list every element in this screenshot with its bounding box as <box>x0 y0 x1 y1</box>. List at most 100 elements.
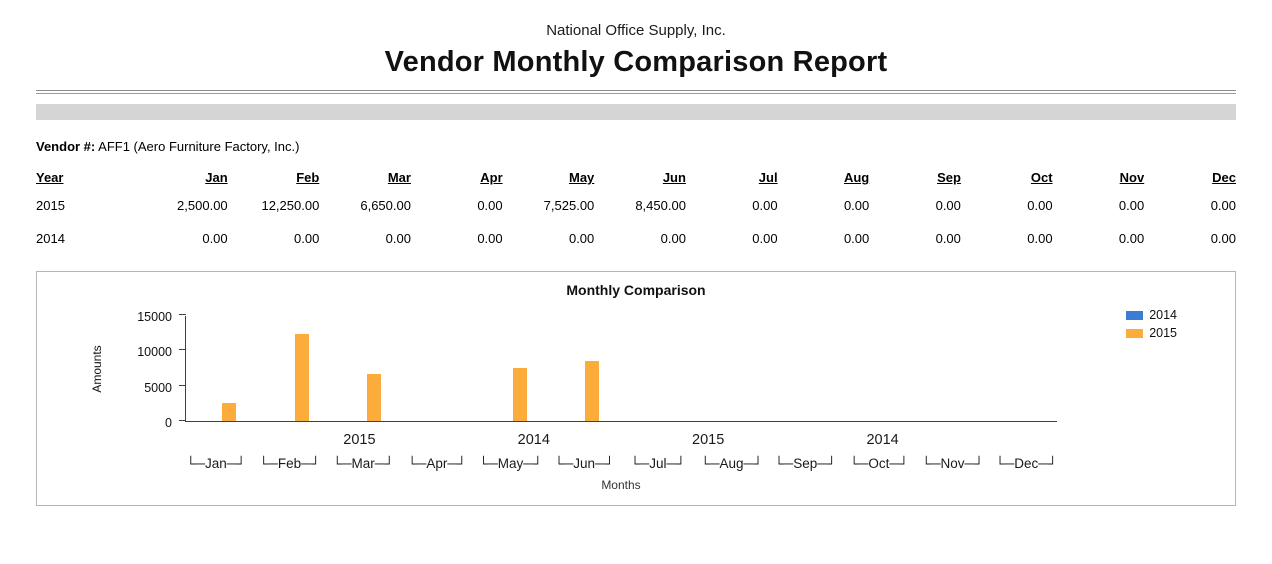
value-cell: 0.00 <box>477 198 503 213</box>
value-cell: 0.00 <box>752 231 778 246</box>
axis-month-label-jul: └─Jul─┘ <box>630 456 686 471</box>
y-tick-label: 5000 <box>144 380 172 395</box>
bar-groups <box>186 316 1057 421</box>
y-tick-mark <box>179 314 186 315</box>
y-tick-label: 10000 <box>137 345 172 360</box>
column-header-apr: Apr <box>480 170 503 185</box>
value-cell: 6,650.00 <box>360 198 411 213</box>
chart-legend: 2014 2015 <box>1126 308 1177 344</box>
column-header-jan: Jan <box>205 170 228 185</box>
legend-item-2015: 2015 <box>1126 326 1177 340</box>
axis-month-label-mar: └─Mar─┘ <box>332 456 394 471</box>
bar-group-jun <box>549 316 622 421</box>
axis-month-labels: └─Jan─┘ └─Feb─┘ └─Mar─┘ └─Apr─┘ └─May─┘ └─Jun… <box>179 456 1063 471</box>
bar-group-jan <box>186 316 259 421</box>
value-cell: 0.00 <box>752 198 778 213</box>
column-header-dec: Dec <box>1212 170 1236 185</box>
x-axis-title: Months <box>601 478 641 492</box>
value-cell: 0.00 <box>385 231 411 246</box>
year-cell: 2014 <box>36 231 65 246</box>
value-cell: 8,450.00 <box>635 198 686 213</box>
vendor-table-body: 2015 2,500.00 12,250.00 6,650.00 0.00 7,525.0… <box>36 189 1236 255</box>
axis-month-label-sep: └─Sep─┘ <box>774 456 837 471</box>
bar-2015-mar <box>367 374 382 421</box>
legend-label-2014: 2014 <box>1149 308 1177 322</box>
table-row-2014: 2014 0.00 0.00 0.00 0.00 0.00 0.00 0.00 0.00 0.00… <box>36 222 1236 255</box>
title-divider <box>36 90 1236 94</box>
y-tick-label: 15000 <box>137 310 172 324</box>
axis-month-label-may: └─May─┘ <box>478 456 543 471</box>
value-cell: 0.00 <box>1027 231 1053 246</box>
axis-month-label-dec: └─Dec─┘ <box>995 456 1058 471</box>
plot-area <box>179 314 1057 422</box>
y-axis-labels: 0 5000 10000 15000 <box>133 310 181 430</box>
axis-month-label-nov: └─Nov─┘ <box>921 456 984 471</box>
column-header-may: May <box>568 170 595 185</box>
column-header-nov: Nov <box>1119 170 1145 185</box>
year-cell: 2015 <box>36 198 65 213</box>
y-tick-mark <box>179 420 186 421</box>
legend-item-2014: 2014 <box>1126 308 1177 322</box>
value-cell: 0.00 <box>660 231 686 246</box>
axis-month-label-feb: └─Feb─┘ <box>258 456 321 471</box>
bar-group-sep <box>767 316 840 421</box>
value-cell: 0.00 <box>1210 231 1236 246</box>
report-title: Vendor Monthly Comparison Report <box>384 46 888 78</box>
company-name: National Office Supply, Inc. <box>546 22 726 39</box>
value-cell: 0.00 <box>1210 198 1236 213</box>
axis-month-label-apr: └─Apr─┘ <box>407 456 467 471</box>
y-tick-mark <box>179 349 186 351</box>
value-cell: 0.00 <box>568 231 595 246</box>
vendor-table: Year Jan Feb Mar Apr May Jun Jul Aug Sep Oct Nov Dec… <box>36 170 1236 255</box>
bar-2015-jun <box>585 361 600 421</box>
column-header-aug: Aug <box>843 170 870 185</box>
bar-2015-may <box>512 368 527 421</box>
group-header-band <box>36 104 1236 120</box>
value-cell: 0.00 <box>935 231 961 246</box>
value-cell: 2,500.00 <box>177 198 228 213</box>
bar-group-nov <box>912 316 985 421</box>
bar-group-jul <box>621 316 694 421</box>
table-row-2015: 2015 2,500.00 12,250.00 6,650.00 0.00 7,525.0… <box>36 189 1236 222</box>
bar-group-may <box>476 316 549 421</box>
column-header-mar: Mar <box>387 170 411 185</box>
value-cell: 0.00 <box>294 231 320 246</box>
bar-2015-feb <box>294 334 309 421</box>
column-header-feb: Feb <box>296 170 320 185</box>
bar-2015-jan <box>222 403 237 421</box>
value-cell: 7,525.00 <box>543 198 595 213</box>
axis-year-labels: 2015 2014 2015 2014 <box>185 432 1057 450</box>
vendor-table-header-row: Year Jan Feb Mar Apr May Jun Jul Aug Sep Oct Nov Dec <box>36 170 1236 189</box>
column-header-sep: Sep <box>937 170 961 185</box>
y-axis-title-wrap: Amounts <box>87 316 107 422</box>
vendor-label: Vendor #: <box>36 139 96 154</box>
chart-title: Monthly Comparison <box>566 282 706 298</box>
legend-label-2015: 2015 <box>1149 326 1177 340</box>
legend-swatch-2014 <box>1126 310 1144 320</box>
value-cell: 0.00 <box>1027 198 1053 213</box>
value-cell: 0.00 <box>1118 198 1145 213</box>
vendor-value: AFF1 (Aero Furniture Factory, Inc.) <box>98 139 300 154</box>
y-axis-title: Amounts <box>90 345 104 393</box>
y-tick-label: 0 <box>165 416 172 430</box>
report-page: National Office Supply, Inc. Vendor Mont… <box>36 22 1236 506</box>
value-cell: 0.00 <box>477 231 503 246</box>
column-header-year: Year <box>36 170 64 185</box>
bar-group-mar <box>331 316 404 421</box>
axis-year-label: 2014 <box>866 432 899 448</box>
monthly-comparison-chart: Monthly Comparison 0 5000 10000 15000 Amoun… <box>36 271 1236 506</box>
axis-year-label: 2014 <box>517 432 550 448</box>
bar-group-dec <box>984 316 1057 421</box>
column-header-jul: Jul <box>758 170 778 185</box>
bar-group-oct <box>839 316 912 421</box>
y-tick-mark <box>179 384 186 386</box>
value-cell: 0.00 <box>843 198 870 213</box>
value-cell: 0.00 <box>843 231 870 246</box>
value-cell: 12,250.00 <box>261 198 320 213</box>
bar-group-feb <box>259 316 332 421</box>
value-cell: 0.00 <box>935 198 961 213</box>
axis-year-label: 2015 <box>343 432 376 448</box>
axis-month-label-oct: └─Oct─┘ <box>849 456 909 471</box>
value-cell: 0.00 <box>1118 231 1145 246</box>
bar-group-apr <box>404 316 477 421</box>
